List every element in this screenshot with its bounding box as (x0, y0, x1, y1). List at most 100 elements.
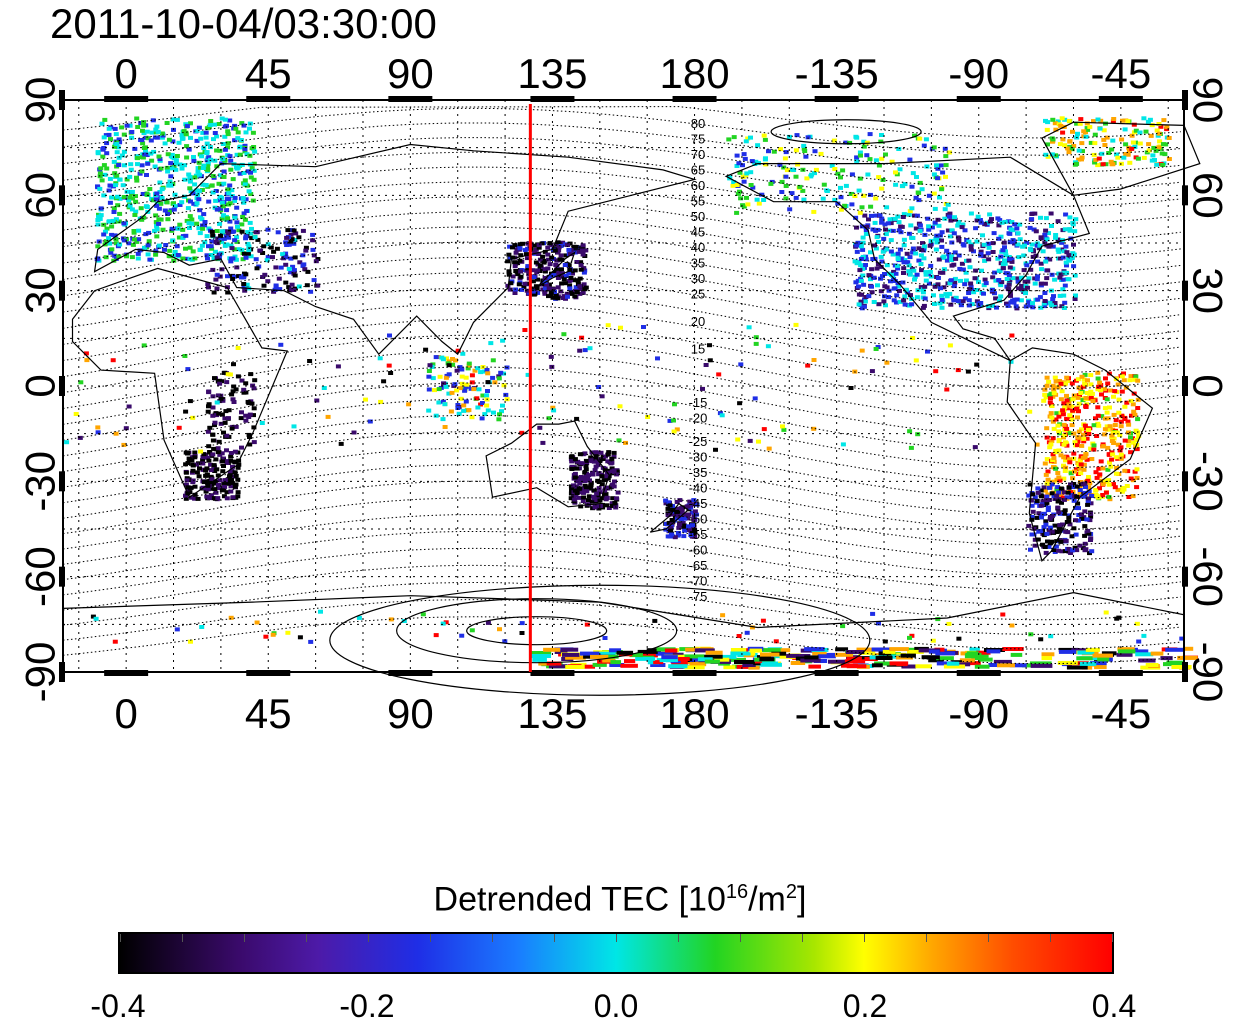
tec-point (1079, 516, 1085, 521)
tec-point (974, 362, 980, 367)
tec-point (221, 169, 227, 174)
tec-point (155, 129, 161, 134)
tec-point (129, 130, 135, 134)
right-lat-label: -60 (1184, 546, 1231, 607)
tec-point (849, 202, 855, 207)
right-lat-label: 30 (1184, 267, 1231, 314)
tec-point (95, 244, 101, 249)
tec-point (142, 245, 147, 250)
tec-point (464, 382, 470, 387)
tec-point (1038, 529, 1044, 533)
tec-point (214, 207, 220, 212)
tec-point (939, 305, 945, 310)
bottom-lon-label: 135 (517, 690, 587, 737)
tec-point (1055, 219, 1061, 224)
tec-point (1046, 527, 1052, 532)
tec-point (199, 217, 205, 222)
tec-point (931, 293, 936, 298)
tec-point (485, 620, 491, 625)
tec-point (237, 152, 243, 157)
tec-point (605, 452, 611, 457)
tec-point (111, 210, 117, 214)
tec-point (573, 278, 578, 283)
tec-point (228, 243, 234, 248)
tec-point (532, 657, 547, 662)
tec-point (225, 231, 231, 236)
tec-point (1030, 305, 1036, 310)
tec-point (227, 118, 233, 123)
tec-point (440, 399, 446, 404)
tec-point (522, 281, 528, 286)
tec-point (1069, 534, 1075, 539)
contour-line (62, 241, 1181, 308)
tec-point (556, 245, 562, 250)
tec-point (106, 236, 112, 241)
tec-point (463, 375, 469, 380)
tec-point (999, 280, 1005, 285)
tec-point (1017, 222, 1023, 227)
tec-point (1038, 503, 1044, 508)
tec-point (1164, 124, 1170, 129)
tec-point (1121, 487, 1127, 492)
tec-point (1106, 452, 1112, 457)
tec-point (200, 461, 206, 466)
tec-point (226, 202, 231, 207)
tec-point (669, 532, 674, 537)
tec-point (616, 438, 622, 443)
tec-point (465, 366, 471, 371)
tec-point (1027, 225, 1033, 230)
tec-point (886, 295, 891, 300)
tec-point (559, 281, 565, 286)
colorbar-title: Detrended TEC [1016/m2] (433, 880, 807, 919)
tec-point (678, 657, 690, 661)
tec-point (478, 370, 484, 375)
tec-point (192, 182, 198, 187)
tec-point (1102, 387, 1107, 392)
tec-point (219, 195, 224, 200)
tec-point (183, 470, 189, 475)
tec-point (1040, 542, 1045, 547)
tec-point (103, 229, 108, 234)
tec-point (1036, 246, 1042, 251)
tec-point (605, 459, 611, 464)
tec-point (214, 164, 220, 169)
tec-point (176, 425, 182, 430)
tec-point (1101, 137, 1107, 142)
tec-point (616, 650, 634, 655)
tec-point (958, 662, 971, 667)
tec-point (117, 242, 123, 247)
tec-point (1064, 455, 1070, 460)
tec-point (1032, 281, 1038, 286)
tec-point (248, 372, 254, 377)
tec-point (1017, 237, 1023, 242)
tec-point (1105, 467, 1111, 472)
tec-point (862, 297, 867, 302)
tec-point (944, 294, 950, 299)
tec-point (446, 391, 452, 396)
tec-point (240, 257, 246, 262)
tec-point (738, 362, 744, 367)
tec-point (580, 487, 586, 492)
tec-point (251, 413, 256, 418)
contour-label-north: 25 (691, 287, 705, 302)
tec-point (1081, 129, 1087, 134)
tec-point (908, 445, 914, 450)
tec-point (501, 371, 506, 376)
tec-point (426, 408, 432, 413)
tec-point (1041, 398, 1047, 403)
tec-point (1047, 400, 1053, 405)
tec-point (878, 139, 884, 144)
tec-point (745, 136, 751, 141)
tec-point (909, 633, 915, 638)
tec-point (1125, 469, 1131, 474)
tec-point (242, 251, 247, 256)
tec-point (1132, 469, 1138, 474)
tec-point (248, 231, 254, 236)
tec-point (595, 503, 601, 508)
tec-point (217, 148, 223, 153)
tec-point (205, 161, 211, 166)
tec-point (926, 193, 932, 198)
tec-point (1143, 129, 1149, 134)
tec-point (900, 215, 906, 219)
tec-point (213, 198, 219, 203)
